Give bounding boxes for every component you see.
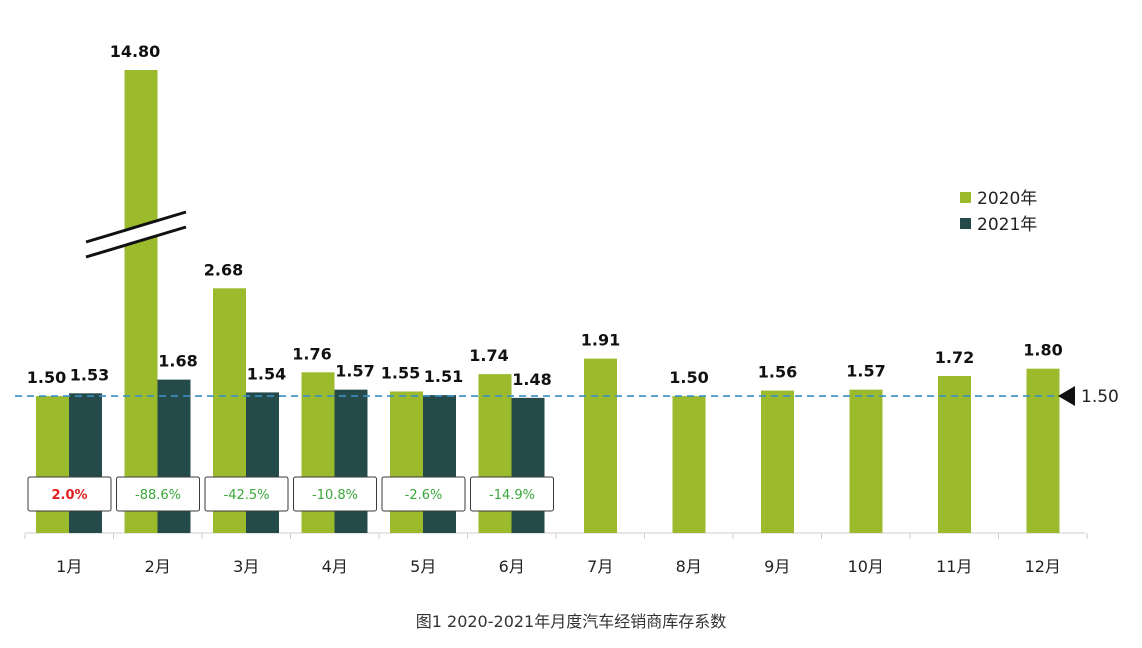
value-label-2020-8: 1.50	[669, 368, 708, 387]
value-label-2020-6: 1.74	[469, 346, 508, 365]
bar-2020-10	[849, 389, 883, 533]
chart-caption: 图1 2020-2021年月度汽车经销商库存系数	[415, 612, 727, 631]
value-label-2020-1: 1.50	[27, 368, 66, 387]
bar-2020-12	[1026, 368, 1060, 533]
legend-swatch-2	[960, 218, 971, 229]
reference-marker-icon	[1058, 386, 1075, 407]
yoy-box-3	[204, 476, 289, 512]
x-tick-label-11: 11月	[936, 557, 972, 576]
value-label-2021-4: 1.57	[335, 362, 374, 381]
x-tick-label-5: 5月	[410, 557, 436, 576]
x-tick-label-8: 8月	[676, 557, 702, 576]
bar-2020-9	[761, 390, 794, 533]
yoy-box-1	[27, 476, 112, 512]
yoy-label-3: -42.5%	[224, 488, 270, 503]
value-label-2020-5: 1.55	[381, 363, 420, 382]
yoy-box-5	[381, 476, 466, 512]
bar-2021-5	[423, 395, 456, 533]
value-label-2020-10: 1.57	[846, 362, 885, 381]
axis-break-gap	[86, 212, 186, 257]
bar-2020-8	[672, 396, 706, 533]
bar-2021-6	[511, 397, 545, 533]
x-tick-label-4: 4月	[322, 557, 348, 576]
yoy-label-5: -2.6%	[405, 488, 443, 503]
yoy-label-6: -14.9%	[489, 488, 535, 503]
value-label-2020-9: 1.56	[758, 363, 797, 382]
legend-swatch-1	[960, 192, 971, 203]
value-label-2021-2: 1.68	[158, 352, 197, 371]
bar-2020-11	[938, 375, 971, 533]
x-tick-label-2: 2月	[145, 557, 171, 576]
bar-2020-1	[36, 396, 69, 533]
axis-break-line-lower	[85, 225, 187, 259]
value-label-2021-3: 1.54	[247, 364, 286, 383]
value-label-2020-2: 14.80	[110, 42, 161, 61]
value-label-2021-5: 1.51	[424, 367, 463, 386]
x-tick-label-7: 7月	[587, 557, 613, 576]
yoy-box-4	[293, 476, 377, 512]
x-tick-label-10: 10月	[848, 557, 884, 576]
value-label-2020-7: 1.91	[581, 331, 620, 350]
value-label-2021-6: 1.48	[512, 370, 551, 389]
reference-label: 1.50	[1081, 387, 1119, 407]
x-tick-label-1: 1月	[56, 557, 82, 576]
x-tick-label-9: 9月	[764, 557, 790, 576]
yoy-box-2	[116, 476, 200, 512]
bar-2020-2	[124, 70, 158, 533]
x-tick-label-6: 6月	[499, 557, 525, 576]
legend-label-2: 2021年	[977, 215, 1037, 235]
axis-break-line-upper	[85, 210, 187, 244]
yoy-box-6	[470, 476, 554, 512]
x-tick-label-3: 3月	[233, 557, 259, 576]
value-label-2020-11: 1.72	[935, 348, 974, 367]
value-label-2020-3: 2.68	[204, 260, 243, 279]
x-tick-label-12: 12月	[1025, 557, 1061, 576]
value-label-2020-12: 1.80	[1023, 341, 1062, 360]
bar-2021-3	[246, 392, 279, 533]
legend-label-1: 2020年	[977, 189, 1037, 209]
bar-2021-1	[69, 393, 102, 533]
bar-2020-5	[390, 391, 423, 533]
yoy-label-1: 2.0%	[51, 488, 87, 503]
inventory-chart: 1.50 1.531月14.801.682月2.681.543月1.761.574…	[15, 42, 1119, 576]
bar-2020-7	[584, 358, 617, 533]
yoy-label-4: -10.8%	[312, 488, 358, 503]
yoy-label-2: -88.6%	[135, 488, 181, 503]
value-label-2020-4: 1.76	[292, 344, 331, 363]
value-label-2021-1: 1.53	[70, 365, 109, 384]
